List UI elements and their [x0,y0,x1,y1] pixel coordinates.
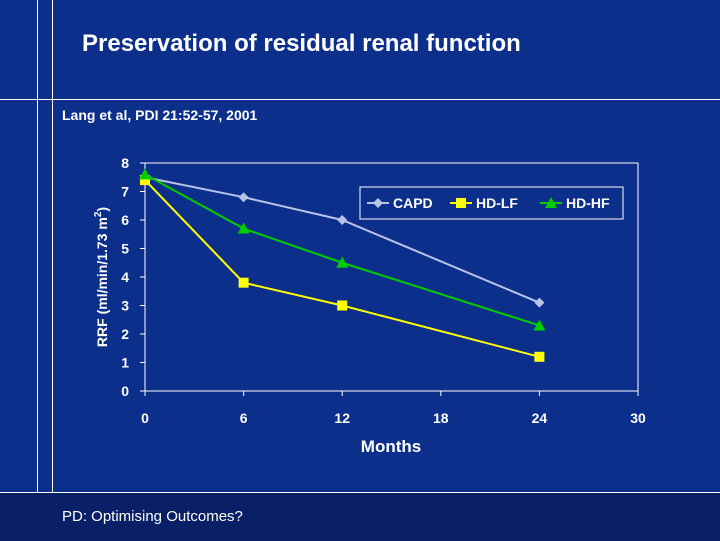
series-layer [139,168,546,362]
y-tick-label: 6 [121,212,129,228]
series-line-hd-lf [144,179,540,358]
legend-marker-capd [373,198,383,208]
x-tick-label: 12 [334,410,350,426]
y-axis-title-suffix: ) [94,207,110,212]
y-tick-label: 2 [121,326,129,342]
data-point-hd-hf [237,222,250,234]
series-line-capd [144,176,540,304]
legend-label-hd-lf: HD-LF [476,195,518,211]
series-line-hd-hf [144,173,540,327]
y-tick-label: 5 [121,241,129,257]
legend-label-capd: CAPD [393,195,433,211]
data-point-hd-hf [336,256,349,268]
footer-text: PD: Optimising Outcomes? [62,508,243,525]
y-tick-label: 4 [121,269,129,285]
citation: Lang et al, PDI 21:52-57, 2001 [62,107,258,123]
decorative-vertical-line [37,0,38,492]
data-point-capd [534,297,545,308]
y-tick-label: 8 [121,155,129,171]
x-tick-label: 18 [433,410,449,426]
data-point-capd [238,192,249,203]
data-point-hd-lf [238,277,249,288]
legend-label-hd-hf: HD-HF [566,195,610,211]
data-point-hd-lf [534,351,545,362]
data-point-hd-lf [140,175,150,186]
x-tick-label: 30 [630,410,646,426]
y-tick-label: 3 [121,298,129,314]
y-axis-title-superscript: 2 [93,211,104,217]
y-axis-title-main: RRF (ml/min/1.73 m [94,217,110,347]
x-tick-label: 0 [141,410,149,426]
y-tick-label: 0 [121,383,129,399]
slide-title: Preservation of residual renal function [82,30,521,57]
data-point-hd-lf [337,300,348,311]
footer-bar [0,492,720,541]
x-axis-title: Months [361,437,421,456]
x-tick-label: 6 [240,410,248,426]
legend: CAPD HD-LF HD-HF [359,186,624,220]
legend-marker-hd-hf [545,197,557,208]
y-tick-label: 1 [121,355,129,371]
y-axis-title: RRF (ml/min/1.73 m2) [93,207,110,347]
data-point-hd-hf [139,168,151,180]
legend-box [359,186,624,220]
y-tick-label: 7 [121,184,129,200]
data-point-capd [337,215,348,225]
data-point-hd-hf [533,319,546,331]
x-tick-label: 24 [532,410,548,426]
legend-marker-hd-lf [456,198,466,208]
decorative-horizontal-line [0,99,720,100]
decorative-vertical-line [52,0,53,492]
